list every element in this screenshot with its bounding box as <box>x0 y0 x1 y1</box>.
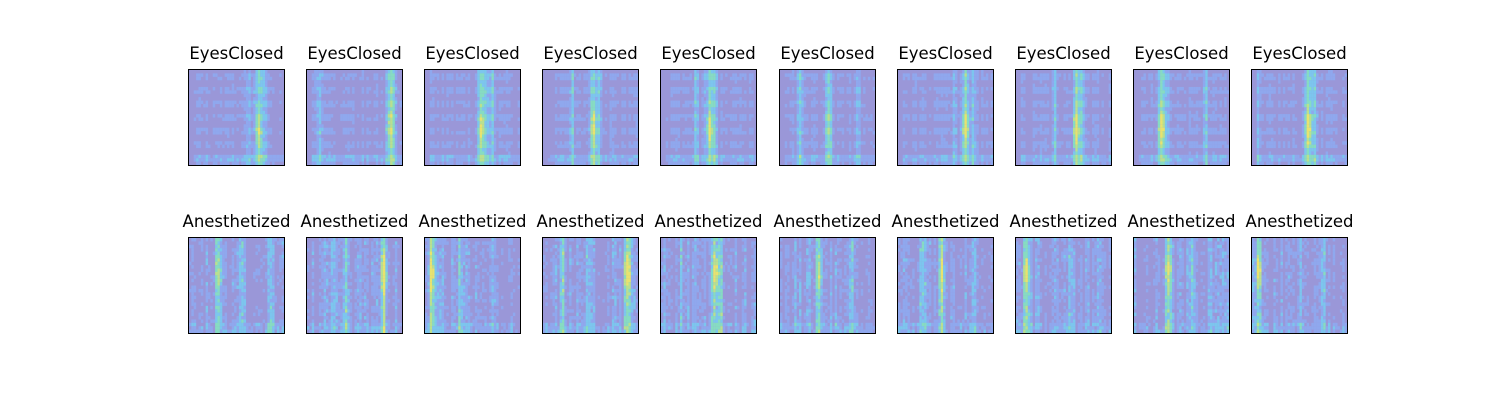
heatmap-panel <box>424 69 521 166</box>
heatmap-image <box>1252 238 1347 333</box>
heatmap-image <box>665 70 756 165</box>
heatmap-image <box>784 70 875 165</box>
heatmap-image <box>429 70 520 165</box>
panel-title: Anesthetized <box>773 212 882 231</box>
panel-title: Anesthetized <box>1009 212 1118 231</box>
panel-title: EyesClosed <box>189 44 284 63</box>
heatmap-image <box>543 238 638 333</box>
panel-title: EyesClosed <box>898 44 993 63</box>
heatmap-image <box>193 70 284 165</box>
panel-title: EyesClosed <box>780 44 875 63</box>
heatmap-panel <box>306 69 403 166</box>
heatmap-image <box>1020 70 1111 165</box>
heatmap-panel <box>897 237 994 334</box>
heatmap-image <box>547 70 638 165</box>
heatmap-panel <box>188 69 285 166</box>
heatmap-panel <box>306 237 403 334</box>
heatmap-image <box>661 238 756 333</box>
panel-title: Anesthetized <box>300 212 409 231</box>
heatmap-panel <box>779 69 876 166</box>
panel-title: Anesthetized <box>182 212 291 231</box>
heatmap-image <box>1256 70 1347 165</box>
heatmap-panel <box>1133 69 1230 166</box>
panel-title: EyesClosed <box>661 44 756 63</box>
panel-title: EyesClosed <box>1134 44 1229 63</box>
heatmap-image <box>1134 238 1229 333</box>
panel-title: Anesthetized <box>418 212 527 231</box>
panel-title: EyesClosed <box>307 44 402 63</box>
panel-title: EyesClosed <box>1252 44 1347 63</box>
heatmap-image <box>189 238 284 333</box>
heatmap-image <box>780 238 875 333</box>
heatmap-panel <box>542 237 639 334</box>
heatmap-panel <box>897 69 994 166</box>
heatmap-panel <box>660 237 757 334</box>
panel-title: EyesClosed <box>543 44 638 63</box>
heatmap-panel <box>660 69 757 166</box>
heatmap-panel <box>1251 69 1348 166</box>
heatmap-image <box>1016 238 1111 333</box>
panel-title: EyesClosed <box>425 44 520 63</box>
heatmap-image <box>1138 70 1229 165</box>
heatmap-panel <box>779 237 876 334</box>
heatmap-panel <box>1015 69 1112 166</box>
heatmap-panel <box>424 237 521 334</box>
heatmap-panel <box>188 237 285 334</box>
panel-title: Anesthetized <box>654 212 763 231</box>
panel-title: Anesthetized <box>891 212 1000 231</box>
heatmap-image <box>898 238 993 333</box>
heatmap-image <box>425 238 520 333</box>
heatmap-panel <box>1015 237 1112 334</box>
panel-title: EyesClosed <box>1016 44 1111 63</box>
heatmap-panel <box>542 69 639 166</box>
heatmap-panel <box>1133 237 1230 334</box>
panel-title: Anesthetized <box>1245 212 1354 231</box>
heatmap-image <box>902 70 993 165</box>
heatmap-panel <box>1251 237 1348 334</box>
heatmap-image <box>311 70 402 165</box>
panel-title: Anesthetized <box>536 212 645 231</box>
panel-title: Anesthetized <box>1127 212 1236 231</box>
heatmap-image <box>307 238 402 333</box>
